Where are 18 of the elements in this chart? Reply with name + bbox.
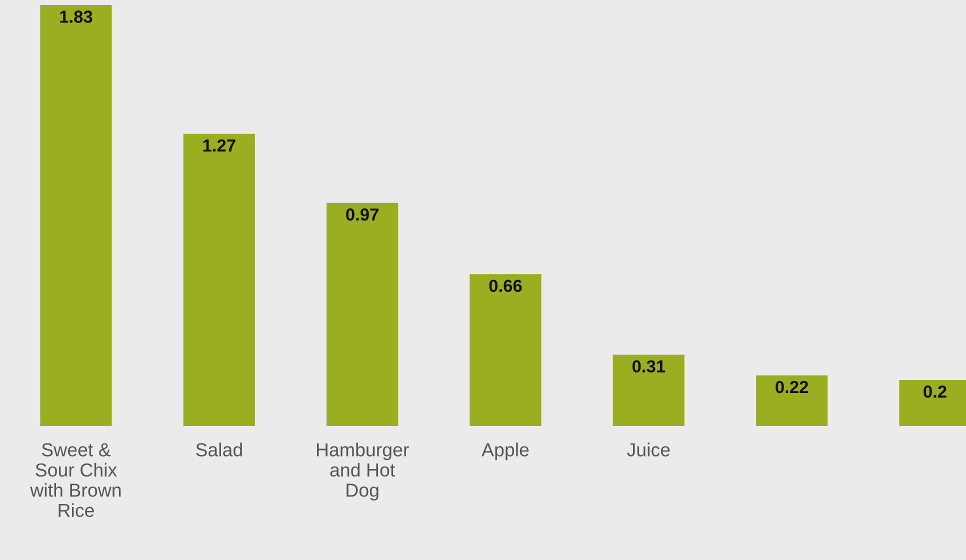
data-label: 0.66 (489, 280, 522, 292)
data-label: 1.83 (60, 10, 92, 23)
data-label: 0.97 (346, 208, 378, 221)
x-tick-label: Hamburger and Hot Dog (316, 442, 409, 501)
data-label: 0.22 (776, 380, 808, 394)
bar (756, 375, 828, 426)
bar (183, 134, 255, 426)
x-tick-label: Apple (482, 442, 529, 460)
data-label: 0.31 (632, 360, 666, 373)
x-tick-label: Juice (627, 442, 670, 456)
data-label: 1.27 (203, 139, 236, 152)
bar (612, 354, 684, 426)
bar (470, 274, 542, 426)
x-tick-label: Salad (196, 442, 242, 456)
x-tick-label: Sweet & Sour Chix with Brown Rice (30, 443, 121, 518)
bar (326, 202, 398, 426)
data-label: 0.2 (924, 386, 946, 398)
bar (40, 5, 112, 426)
